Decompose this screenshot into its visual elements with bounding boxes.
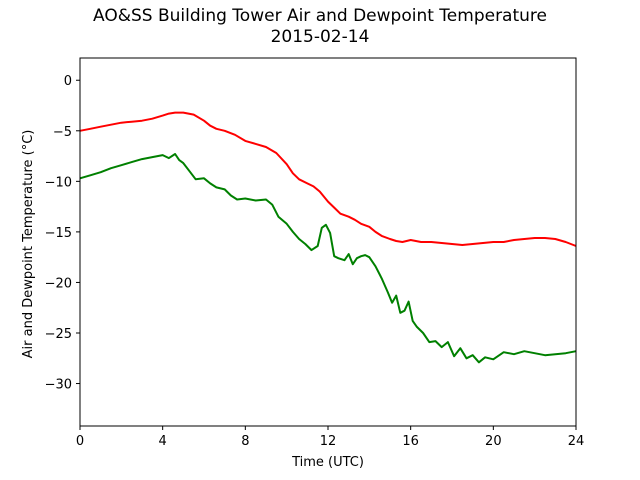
y-tick-label: −15 xyxy=(45,226,72,241)
y-tick-label: 0 xyxy=(64,74,72,89)
y-tick-label: −25 xyxy=(45,327,72,342)
series-line-1 xyxy=(79,111,577,247)
y-tick-label: −5 xyxy=(53,125,72,140)
y-tick-label: −10 xyxy=(45,175,72,190)
chart-title: AO&SS Building Tower Air and Dewpoint Te… xyxy=(92,6,547,26)
series-line-2 xyxy=(79,153,577,364)
x-tick-label: 16 xyxy=(402,434,419,449)
x-tick-label: 20 xyxy=(485,434,502,449)
x-axis-label: Time (UTC) xyxy=(291,455,364,470)
x-tick-label: 12 xyxy=(320,434,337,449)
x-tick-label: 0 xyxy=(76,434,84,449)
series-lines xyxy=(79,111,577,364)
chart-subtitle: 2015-02-14 xyxy=(270,27,370,47)
y-axis-label: Air and Dewpoint Temperature (°C) xyxy=(21,130,36,359)
x-tick-label: 4 xyxy=(159,434,167,449)
y-tick-label: −20 xyxy=(45,276,72,291)
y-axis: 0 −5 −10 −15 −20 −25 −30 xyxy=(45,74,80,393)
y-tick-label: −30 xyxy=(45,378,72,393)
x-tick-label: 24 xyxy=(568,434,585,449)
x-axis: 0 4 8 12 16 20 24 xyxy=(76,426,584,449)
x-tick-label: 8 xyxy=(241,434,249,449)
chart-title-block: AO&SS Building Tower Air and Dewpoint Te… xyxy=(0,6,640,48)
